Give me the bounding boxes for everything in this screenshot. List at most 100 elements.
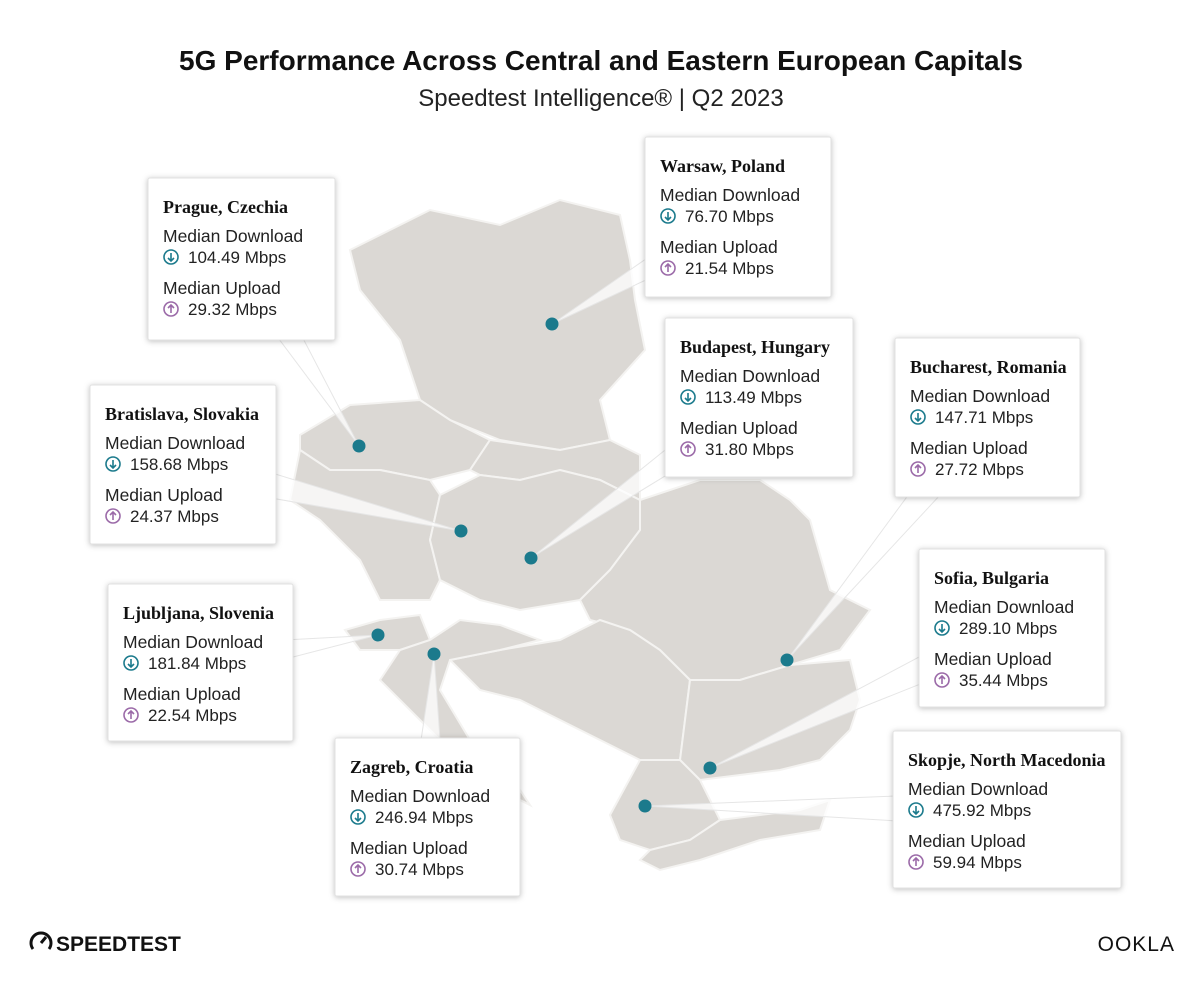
download-value: 158.68 Mbps [130, 455, 228, 474]
download-label: Median Download [660, 185, 800, 205]
title: 5G Performance Across Central and Easter… [179, 45, 1023, 76]
download-label: Median Download [123, 632, 263, 652]
city-dot [703, 761, 717, 775]
city-card: Warsaw, Poland Median Download 76.70 Mbps M… [644, 136, 832, 298]
icon-arrow [912, 856, 920, 866]
card-box [918, 548, 1106, 708]
upload-label: Median Upload [934, 649, 1052, 669]
download-icon [123, 655, 139, 671]
icon-ring [934, 672, 950, 688]
download-icon [163, 249, 179, 265]
icon-arrow [127, 709, 135, 719]
icon-arrow [354, 813, 362, 823]
upload-icon [350, 861, 366, 877]
icon-arrow [914, 463, 922, 473]
city-dot [780, 653, 794, 667]
upload-value: 21.54 Mbps [685, 259, 774, 278]
download-icon [660, 208, 676, 224]
card-box [89, 384, 277, 545]
city-name: Bratislava, Slovakia [105, 404, 259, 424]
city-name: Sofia, Bulgaria [934, 568, 1049, 588]
city-name: Bucharest, Romania [910, 357, 1067, 377]
city-name: Budapest, Hungary [680, 337, 830, 357]
icon-ring [105, 508, 121, 524]
download-label: Median Download [680, 366, 820, 386]
icon-arrow [664, 212, 672, 222]
city-dot [524, 551, 538, 565]
download-icon [910, 409, 926, 425]
city-name: Zagreb, Croatia [350, 757, 473, 777]
city-name: Warsaw, Poland [660, 156, 785, 176]
icon-ring [910, 461, 926, 477]
download-icon [350, 809, 366, 825]
city-dot [427, 647, 441, 661]
card-box [892, 730, 1122, 889]
card-box [664, 317, 854, 478]
upload-label: Median Upload [163, 278, 281, 298]
map [288, 198, 872, 872]
upload-value: 24.37 Mbps [130, 507, 219, 526]
city-card: Ljubljana, Slovenia Median Download 181.84… [107, 583, 294, 742]
boxes: Prague, Czechia Median Download 104.49 Mbp… [89, 136, 1122, 897]
icon-ring [934, 620, 950, 636]
download-value: 246.94 Mbps [375, 808, 473, 827]
icon-arrow [938, 674, 946, 684]
upload-icon [934, 672, 950, 688]
icon-arrow [167, 303, 175, 313]
upload-value: 59.94 Mbps [933, 853, 1022, 872]
upload-label: Median Upload [910, 438, 1028, 458]
speedtest-logo: SPEEDTEST [56, 933, 181, 956]
download-value: 113.49 Mbps [705, 388, 802, 407]
download-value: 289.10 Mbps [959, 619, 1057, 638]
icon-ring [910, 409, 926, 425]
country-poland [348, 198, 647, 452]
city-dot [638, 799, 652, 813]
city-dot [454, 524, 468, 538]
icon-ring [908, 802, 924, 818]
icon-arrow [167, 253, 175, 263]
download-icon [680, 389, 696, 405]
upload-value: 30.74 Mbps [375, 860, 464, 879]
icon-arrow [109, 460, 117, 470]
upload-icon [908, 854, 924, 870]
card-box [107, 583, 294, 742]
icon-arrow [664, 262, 672, 272]
download-label: Median Download [934, 597, 1074, 617]
icon-ring [105, 456, 121, 472]
upload-icon [163, 301, 179, 317]
card-box [894, 337, 1081, 498]
icon-arrow [127, 659, 135, 669]
icon-ring [350, 809, 366, 825]
upload-value: 27.72 Mbps [935, 460, 1024, 479]
download-label: Median Download [350, 786, 490, 806]
download-value: 76.70 Mbps [685, 207, 774, 226]
dots [352, 317, 794, 813]
download-label: Median Download [105, 433, 245, 453]
city-name: Ljubljana, Slovenia [123, 603, 274, 623]
download-value: 181.84 Mbps [148, 654, 246, 673]
upload-icon [680, 441, 696, 457]
icon-ring [660, 260, 676, 276]
city-card: Bratislava, Slovakia Median Download 158.6… [89, 384, 277, 545]
speedtest-icon [29, 931, 53, 950]
upload-value: 29.32 Mbps [188, 300, 277, 319]
upload-label: Median Upload [350, 838, 468, 858]
icon-ring [660, 208, 676, 224]
speedtest-needle [39, 936, 48, 944]
city-name: Prague, Czechia [163, 197, 288, 217]
icon-ring [163, 249, 179, 265]
download-label: Median Download [910, 386, 1050, 406]
download-value: 147.71 Mbps [935, 408, 1033, 427]
upload-icon [105, 508, 121, 524]
city-card: Sofia, Bulgaria Median Download 289.10 Mbp… [918, 548, 1106, 708]
upload-icon [123, 707, 139, 723]
icon-ring [680, 389, 696, 405]
upload-value: 22.54 Mbps [148, 706, 237, 725]
upload-label: Median Upload [660, 237, 778, 257]
icon-arrow [912, 806, 920, 816]
icon-ring [163, 301, 179, 317]
download-label: Median Download [908, 779, 1048, 799]
upload-icon [910, 461, 926, 477]
icon-arrow [354, 863, 362, 873]
